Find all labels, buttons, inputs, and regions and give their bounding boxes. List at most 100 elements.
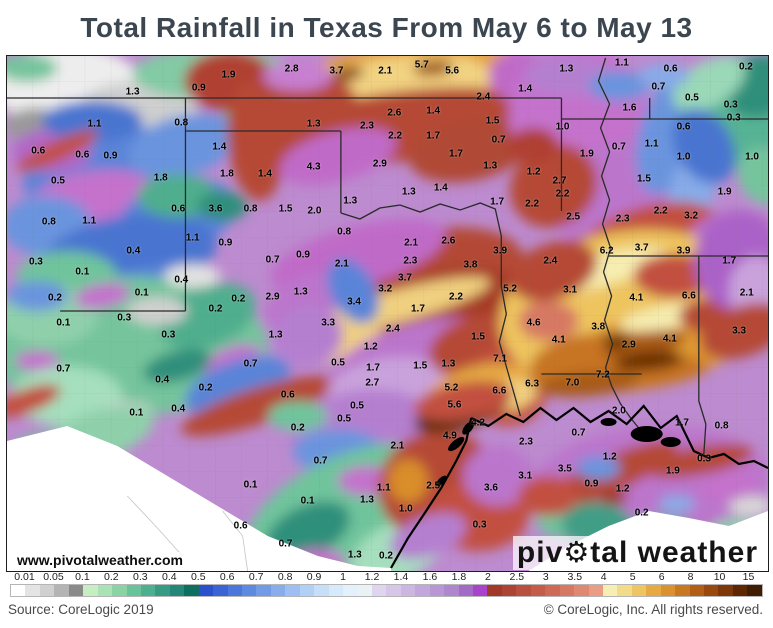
rainfall-value-label: 0.3 [472, 519, 487, 531]
colorbar-cell [242, 585, 257, 596]
rainfall-value-label: 1.8 [219, 168, 234, 180]
colorbar-tick-labels: 0.01 0.05 0.1 0.2 0.3 0.4 0.5 0.6 0.7 0.8 0.9 1 1.2 1… [10, 571, 763, 584]
rainfall-value-label: 0.2 [198, 382, 213, 394]
colorbar-cell [39, 585, 55, 596]
mexico-no-data-area [7, 426, 392, 571]
rainfall-value-label: 1.7 [410, 303, 425, 315]
rainfall-value-label: 2.5 [426, 480, 441, 492]
rainfall-value-label: 0.7 [243, 358, 258, 370]
rainfall-value-label: 2.4 [543, 255, 558, 267]
rainfall-value-label: 1.4 [258, 168, 272, 180]
rainfall-value-label: 1.9 [717, 186, 732, 198]
rainfall-value-label: 1.5 [471, 331, 485, 343]
rainfall-value-label: 1.2 [602, 451, 617, 463]
rainfall-value-label: 0.1 [75, 266, 90, 278]
colorbar-cell [270, 585, 286, 596]
rainfall-value-label: 0.8 [337, 226, 352, 238]
rainfall-value-label: 2.2 [449, 291, 463, 303]
map-title: Total Rainfall in Texas From May 6 to Ma… [80, 12, 693, 43]
rainfall-value-label: 0.6 [676, 121, 691, 133]
colorbar-cell [574, 585, 589, 596]
rainfall-value-label: 2.2 [555, 188, 570, 200]
rainfall-value-label: 0.6 [75, 149, 90, 161]
colorbar-tick: 2.5 [509, 571, 525, 583]
rainfall-value-label: 3.6 [208, 203, 223, 215]
colorbar-tick: 1 [340, 571, 346, 583]
rainfall-value-label: 1.3 [359, 494, 374, 506]
rainfall-value-label: 0.4 [171, 403, 186, 415]
rainfall-value-label: 2.9 [372, 158, 387, 170]
colorbar-cell [83, 585, 98, 596]
rainfall-value-label: 1.0 [398, 503, 413, 515]
rainfall-value-label: 2.4 [385, 323, 400, 335]
rainfall-value-label: 0.2 [634, 507, 649, 519]
colorbar-cell [54, 585, 69, 596]
rainfall-value-label: 1.5 [278, 203, 293, 215]
colorbar-cell [357, 585, 372, 596]
colorbar-tick: 3 [542, 571, 549, 583]
rainfall-value-label: 0.9 [296, 249, 310, 261]
rainfall-value-label: 0.3 [161, 329, 176, 341]
rainfall-value-label: 2.2 [388, 130, 403, 142]
rainfall-value-label: 3.4 [347, 296, 361, 308]
rainfall-value-label: 7.0 [565, 377, 580, 389]
colorbar-cell [545, 585, 560, 596]
colorbar-tick: 1.2 [364, 571, 380, 583]
rainfall-value-label: 3.7 [398, 272, 412, 284]
source-attribution: Source: CoreLogic 2019 [8, 602, 154, 617]
colorbar-cell [126, 585, 141, 596]
pivotal-weather-logo: piv⚙tal weather [512, 536, 762, 570]
colorbar-cell [227, 585, 242, 596]
rainfall-value-label: 0.7 [491, 134, 506, 146]
rainfall-value-label: 1.1 [82, 215, 97, 227]
colorbar-tick: 0.9 [306, 571, 322, 583]
colorbar-cell [530, 585, 546, 596]
rainfall-value-label: 3.8 [463, 259, 478, 271]
rainfall-value-label: 0.8 [714, 420, 729, 432]
rainfall-value-label: 3.9 [676, 245, 691, 257]
rainfall-value-label: 1.3 [343, 195, 358, 207]
colorbar-cell [732, 585, 748, 596]
rainfall-value-label: 4.3 [306, 161, 321, 173]
rainfall-value-label: 1.4 [212, 141, 227, 153]
rainfall-value-label: 2.2 [525, 198, 540, 210]
colorbar-cell [444, 585, 459, 596]
rainfall-value-label: 0.7 [278, 538, 293, 550]
pivotalweather-url-watermark: www.pivotalweather.com [13, 552, 187, 568]
rainfall-value-label: 0.2 [379, 550, 393, 562]
colorbar-cell [415, 585, 430, 596]
rainfall-value-label: 0.6 [171, 203, 186, 215]
colorbar-tick: 15 [742, 571, 755, 583]
colorbar-tick: 2 [484, 571, 491, 583]
copyright-notice: © CoreLogic, Inc. All rights reserved. [543, 602, 763, 617]
rainfall-value-label: 1.4 [426, 105, 441, 117]
rainfall-value-label: 4.1 [662, 333, 677, 345]
rainfall-value-label: 5.7 [414, 59, 429, 71]
coastline [390, 404, 768, 569]
mexico-state-lines [127, 495, 249, 571]
rainfall-value-label: 0.2 [208, 303, 223, 315]
rainfall-value-label: 1.0 [745, 151, 759, 163]
colorbar-cell [501, 585, 517, 596]
rainfall-value-label: 5.2 [503, 283, 517, 295]
colorbar-tick: 3.5 [567, 571, 583, 583]
rainfall-value-label: 1.7 [366, 362, 380, 374]
rainfall-value-label: 1.5 [413, 360, 428, 372]
rainfall-value-label: 0.3 [723, 99, 738, 111]
colorbar-cell [184, 585, 199, 596]
logo-text-tal-weather: tal weather [590, 536, 758, 569]
colorbar-cell [314, 585, 329, 596]
rainfall-value-label: 2.3 [519, 436, 533, 448]
rainfall-value-label: 0.1 [129, 407, 144, 419]
rainfall-value-label: 1.7 [449, 148, 463, 160]
colorbar-cell [588, 585, 603, 596]
rainfall-value-label: 4.9 [442, 430, 457, 442]
colorbar-tick: 4 [600, 571, 607, 583]
rainfall-value-label: 1.3 [293, 286, 308, 298]
rainfall-value-label: 2.0 [611, 405, 626, 417]
rainfall-value-label: 1.6 [622, 102, 637, 114]
colorbar-cell [400, 585, 416, 596]
rainfall-value-label: 1.0 [555, 121, 570, 133]
rainfall-value-label: 2.1 [334, 258, 349, 270]
rainfall-value-label: 1.9 [221, 69, 236, 81]
